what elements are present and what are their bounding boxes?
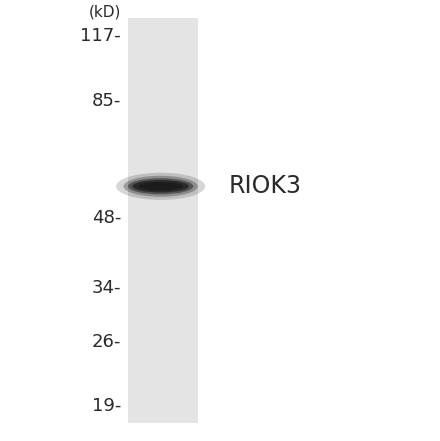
Text: RIOK3: RIOK3 xyxy=(229,174,302,198)
Text: 34-: 34- xyxy=(92,279,121,297)
Ellipse shape xyxy=(146,183,176,189)
Ellipse shape xyxy=(116,173,205,200)
Ellipse shape xyxy=(138,182,183,191)
Text: 48-: 48- xyxy=(92,209,121,227)
Ellipse shape xyxy=(124,176,198,197)
Text: 85-: 85- xyxy=(92,93,121,110)
Text: 117-: 117- xyxy=(80,27,121,45)
Bar xyxy=(128,18,198,423)
Text: (kD): (kD) xyxy=(88,5,121,20)
Ellipse shape xyxy=(132,180,189,192)
Text: 26-: 26- xyxy=(92,333,121,351)
Ellipse shape xyxy=(128,178,193,194)
Text: 19-: 19- xyxy=(92,397,121,415)
